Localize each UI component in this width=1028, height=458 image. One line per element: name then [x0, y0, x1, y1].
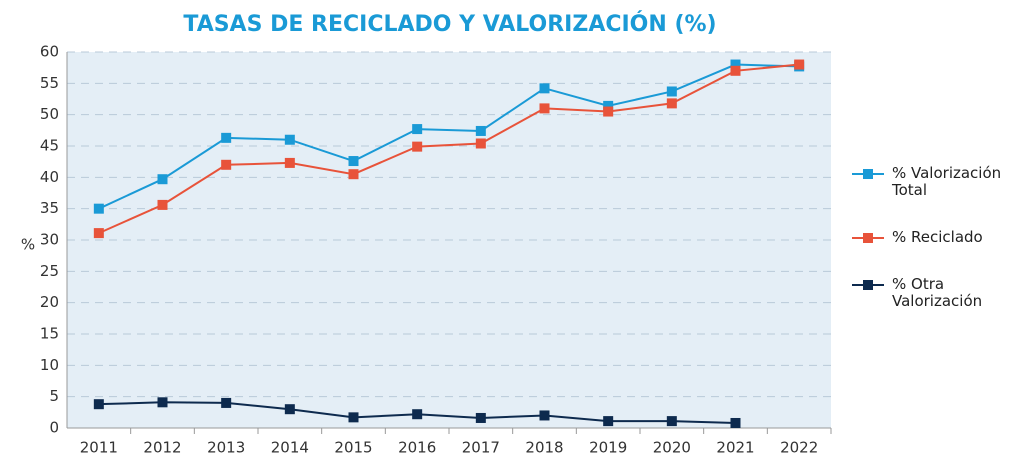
series-line	[98, 63, 800, 210]
legend-swatch	[852, 276, 884, 292]
chart-title: TASAS DE RECICLADO Y VALORIZACIÓN (%)	[183, 11, 716, 37]
x-tick-label: 2013	[207, 439, 245, 457]
point	[348, 412, 359, 423]
point	[412, 124, 423, 135]
legend-item: % Valorización Total	[852, 165, 1028, 199]
point	[666, 86, 677, 97]
point	[666, 98, 677, 109]
y-tick-label: 40	[40, 168, 59, 186]
point	[730, 59, 741, 70]
point	[348, 156, 359, 167]
y-tick-label: 55	[40, 74, 59, 92]
point	[157, 174, 168, 185]
y-tick-label: 35	[40, 199, 59, 217]
legend-item: % Reciclado	[852, 229, 1028, 246]
y-tick-label: 45	[40, 137, 59, 155]
x-tick-label: 2011	[80, 439, 118, 457]
point	[539, 410, 550, 421]
point	[284, 404, 295, 415]
x-tick-label: 2017	[462, 439, 500, 457]
legend: % Valorización Total % Reciclado % Otra Va…	[852, 165, 1028, 340]
y-tick-label: 5	[49, 387, 59, 405]
point	[603, 106, 614, 117]
point	[157, 397, 168, 408]
legend-swatch	[852, 229, 884, 245]
series-line	[98, 63, 800, 235]
legend-label: % Reciclado	[892, 228, 983, 246]
point	[603, 416, 614, 427]
point	[284, 157, 295, 168]
point	[284, 134, 295, 145]
y-tick-label: 0	[49, 419, 59, 437]
point	[93, 399, 104, 410]
point	[93, 203, 104, 214]
point	[348, 169, 359, 180]
point	[539, 83, 550, 94]
x-tick-label: 2012	[143, 439, 181, 457]
point	[475, 412, 486, 423]
x-tick-label: 2022	[780, 439, 818, 457]
point	[603, 100, 614, 111]
legend-label: % Otra Valorización	[892, 275, 983, 310]
y-tick-label: 10	[40, 356, 59, 374]
point	[475, 138, 486, 149]
y-tick-label: 50	[40, 105, 59, 123]
legend-item: % Otra Valorización	[852, 276, 1028, 310]
point	[412, 141, 423, 152]
y-tick-label: 60	[40, 43, 59, 61]
chart: TASAS DE RECICLADO Y VALORIZACIÓN (%) % …	[21, 11, 832, 457]
legend-label: % Valorización Total	[892, 164, 1002, 199]
y-tick-label: 20	[40, 293, 59, 311]
point	[221, 132, 232, 143]
point	[93, 228, 104, 239]
x-tick-label: 2015	[334, 439, 372, 457]
point	[412, 409, 423, 420]
point	[730, 65, 741, 76]
x-tick-label: 2020	[653, 439, 691, 457]
point	[666, 416, 677, 427]
x-tick-label: 2018	[525, 439, 563, 457]
x-tick-label: 2021	[716, 439, 754, 457]
legend-swatch	[852, 165, 884, 181]
y-axis-label: %	[21, 236, 35, 254]
y-tick-label: 30	[40, 231, 59, 249]
point	[794, 59, 805, 70]
point	[221, 159, 232, 170]
x-tick-label: 2014	[271, 439, 309, 457]
point	[539, 103, 550, 114]
point	[221, 397, 232, 408]
x-tick-label: 2019	[589, 439, 627, 457]
point	[157, 199, 168, 210]
y-tick-label: 15	[40, 325, 59, 343]
y-tick-label: 25	[40, 262, 59, 280]
x-tick-label: 2016	[398, 439, 436, 457]
point	[475, 125, 486, 136]
point	[730, 417, 741, 428]
